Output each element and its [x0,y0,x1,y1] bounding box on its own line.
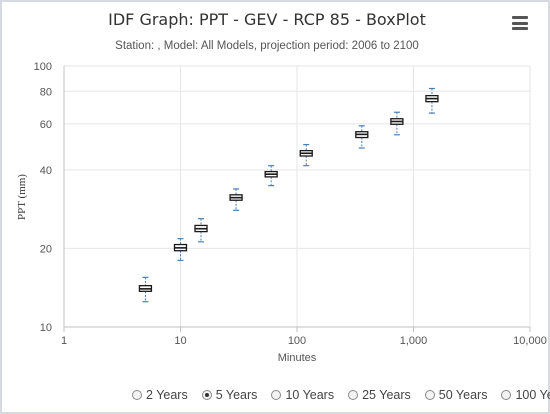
y-axis-label: PPT (mm) [16,174,28,220]
box-item [138,276,153,303]
x-tick-label: 10 [174,335,186,347]
y-tick-label: 40 [40,165,52,177]
legend-option[interactable]: 100 Years [501,388,550,402]
radio-button[interactable] [501,390,512,400]
box-item [173,238,188,261]
box-item [194,218,208,243]
radio-button[interactable] [132,390,142,400]
y-tick-label: 20 [40,243,52,255]
radio-button[interactable] [348,390,359,400]
radio-button[interactable] [201,390,212,400]
axes [63,66,531,332]
grid-lines [63,65,531,328]
box-item [390,111,404,136]
box-item [229,188,243,211]
chart-subtitle: Station: , Model: All Models, projection… [115,40,419,52]
box-item [355,125,369,149]
legend-option[interactable]: 10 Years [271,388,334,402]
legend-option[interactable]: 5 Years [201,388,258,402]
x-tick-label: 1,000 [400,335,428,347]
y-tick-label: 100 [34,61,52,73]
radio-button[interactable] [271,390,282,400]
legend-option-label: 2 Years [146,388,188,402]
legend-option-label: 25 Years [362,388,411,402]
y-tick-labels: 10 20 40 60 80 100 [34,61,52,334]
legend-option-label: 5 Years [215,388,258,402]
boxes [138,87,439,303]
y-tick-label: 60 [40,119,52,131]
x-tick-label: 100 [288,335,306,347]
chart-title: IDF Graph: PPT - GEV - RCP 85 - BoxPlot [108,10,426,29]
x-axis-label: Minutes [278,352,317,364]
box-item [425,87,439,114]
box-item [299,143,313,167]
x-tick-labels: 1 10 100 1,000 10,000 [61,335,547,347]
x-tick-label: 1 [61,335,67,347]
legend-option-label: 100 Years [515,388,550,402]
y-tick-label: 10 [40,322,52,334]
radio-button[interactable] [424,390,435,400]
legend-option[interactable]: 50 Years [424,388,488,402]
legend-option[interactable]: 25 Years [348,388,411,402]
legend-option[interactable]: 2 Years [132,388,188,402]
y-tick-label: 80 [40,86,52,98]
return-period-legend: 2 Years 5 Years 10 Years 25 Years 50 Years 10… [132,388,550,402]
hamburger-menu-icon[interactable] [512,16,528,30]
x-tick-label: 10,000 [513,335,547,347]
legend-option-label: 50 Years [438,388,488,402]
legend-option-label: 10 Years [285,388,335,402]
box-item [264,165,278,187]
